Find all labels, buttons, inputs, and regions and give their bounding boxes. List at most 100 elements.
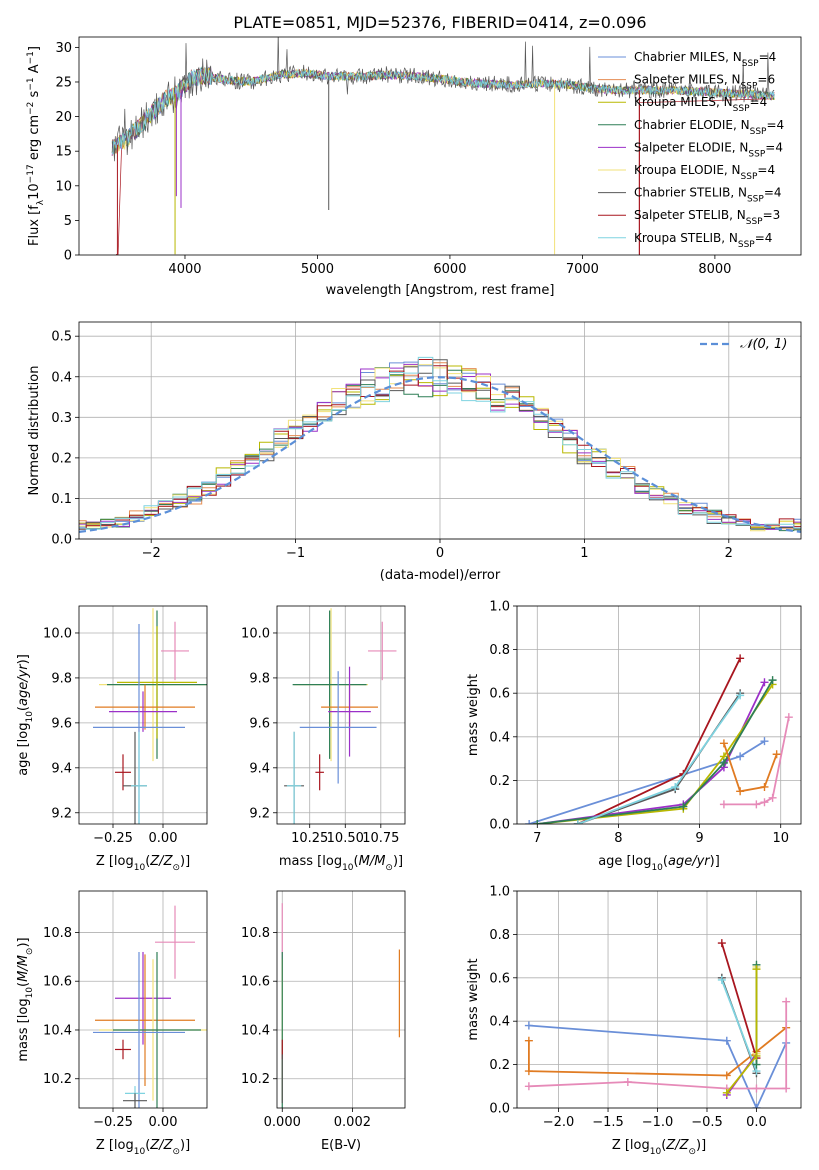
weight_vs_age-marker-chabrier_elodie xyxy=(719,758,728,767)
residual-hist-kroupa_elodie xyxy=(79,364,801,532)
weight_vs_age-marker-chabrier_elodie xyxy=(533,820,542,824)
weight-vs-age-xlabel-part: 10 xyxy=(651,863,663,873)
weight_vs_age-marker-chabrier_elodie xyxy=(768,676,777,685)
legend-label-chabrier_miles-part: SSP xyxy=(742,59,759,69)
weight_vs_age-marker-chabrier_miles xyxy=(760,737,769,746)
age-vs-Z-ylabel-part: age/yr xyxy=(16,663,31,706)
spectrum-ytick-label: 20 xyxy=(55,110,72,125)
spectrum-ylabel-part: −2 xyxy=(26,102,36,115)
weight_vs_Z-marker-chabrier_miles xyxy=(722,1036,731,1045)
weight_vs_age-marker-chabrier_elodie xyxy=(679,802,688,811)
legend-label-chabrier_elodie-part: =4 xyxy=(766,118,784,132)
mass_vs_ebv-ytick-label: 10.4 xyxy=(241,1023,270,1038)
residuals-ytick-label: 0.4 xyxy=(51,370,72,385)
age-vs-mass-xlabel-part: ( xyxy=(354,854,359,869)
weight_vs_Z-xtick-label: −1.5 xyxy=(592,1115,624,1130)
legend-label-kroupa_stelib-part: SSP xyxy=(738,240,755,250)
legend-label-salpeter_miles-part: Salpeter MILES, N xyxy=(634,73,741,87)
age-vs-Z-ylabel: age [log10(age/yr)] xyxy=(16,654,35,776)
age_vs_mass-plot-area xyxy=(284,608,397,824)
weight-vs-age-xlabel-part: age/yr xyxy=(668,854,711,869)
mass-vs-Z-xlabel-part: ( xyxy=(145,1138,150,1153)
weight_vs_Z-marker-kroupa_miles xyxy=(722,1088,731,1097)
age_vs_mass-xtick-label: 10.25 xyxy=(291,831,328,846)
age_vs_Z-ytick-label: 9.2 xyxy=(51,806,72,821)
spectrum-ytick-label: 0 xyxy=(64,249,72,264)
legend-label-salpeter_elodie: Salpeter ELODIE, NSSP=4 xyxy=(634,140,783,159)
legend-label-kroupa_elodie-part: Kroupa ELODIE, N xyxy=(634,163,741,177)
legend-label-salpeter_miles-part: SSP xyxy=(741,82,758,92)
weight-vs-Z-xlabel-part: ( xyxy=(661,1138,666,1153)
weight_vs_age-ytick-label: 1.0 xyxy=(489,600,510,615)
legend-label-salpeter_miles: Salpeter MILES, NSSP=6 xyxy=(634,73,775,92)
age-vs-Z-xlabel-part: )] xyxy=(180,854,190,869)
legend-label-chabrier_miles: Chabrier MILES, NSSP=4 xyxy=(634,50,776,69)
weight_vs_Z-series-kroupa_stelib xyxy=(720,979,758,1072)
legend-label-chabrier_stelib-part: Chabrier STELIB, N xyxy=(634,186,747,200)
spectrum-ylabel-part: ] xyxy=(27,46,42,51)
legend-label-salpeter_miles-part: =6 xyxy=(757,73,775,87)
weight_vs_Z-marker-salpeter_stelib xyxy=(717,939,726,948)
spectrum-ytick-label: 30 xyxy=(55,41,72,56)
spectrum-xtick-label: 5000 xyxy=(301,262,334,277)
spectrum-ylabel-part: s xyxy=(27,90,42,101)
age_vs_Z-ytick-label: 10.0 xyxy=(43,626,72,641)
legend-label-chabrier_stelib-part: SSP xyxy=(747,195,764,205)
weight_vs_Z-ytick-label: 0.2 xyxy=(489,1058,510,1073)
mass-vs-Z-ylabel-part: ⊙ xyxy=(25,948,35,956)
residuals-xtick-label: 2 xyxy=(725,546,733,561)
weight_vs_age-xtick-label: 8 xyxy=(614,831,622,846)
weight_vs_Z-xtick-label: −1.0 xyxy=(642,1115,674,1130)
mass-vs-Z-ylabel-part: M/M xyxy=(16,955,31,982)
weight_vs_age-xtick-label: 9 xyxy=(695,831,703,846)
spectrum-ylabel-part: Flux [f xyxy=(27,205,42,246)
weight_vs_age-series-chabrier_stelib xyxy=(577,692,741,824)
weight-vs-age-xlabel-part: ( xyxy=(663,854,668,869)
residuals-ytick-label: 0.3 xyxy=(51,411,72,426)
weight_vs_Z-ylabel: mass weight xyxy=(466,958,481,1040)
age-vs-mass-xlabel-part: )] xyxy=(393,854,403,869)
mass_vs_Z-ytick-label: 10.2 xyxy=(43,1072,72,1087)
weight_vs_age-series-orange xyxy=(723,743,778,793)
legend-label-normal: 𝒩(0, 1) xyxy=(740,337,787,352)
spectrum-ylabel: Flux [fλ10−17 erg cm−2 s−1 A−1] xyxy=(26,46,46,246)
weight_vs_Z-panel: −2.0 −1.5 −1.0 −0.5 0.0 0.0 0.2 0.4 0.6 0.8 1.0 mas… xyxy=(466,885,802,1157)
legend-label-chabrier_elodie: Chabrier ELODIE, NSSP=4 xyxy=(634,118,784,137)
weight_vs_Z-series-salpeter_stelib xyxy=(720,942,758,1059)
weight_vs_Z-ytick-label: 0.8 xyxy=(489,928,510,943)
weight_vs_age-marker-kroupa_stelib xyxy=(671,782,680,791)
weight-vs-Z-xlabel-part: 10 xyxy=(650,1147,662,1157)
legend-label-salpeter_stelib: Salpeter STELIB, NSSP=3 xyxy=(634,208,780,227)
weight_vs_age-plot-area xyxy=(525,654,793,824)
legend-label-salpeter_stelib-part: SSP xyxy=(746,217,763,227)
weight_vs_age-marker-chabrier_miles xyxy=(736,752,745,761)
weight_vs_Z-marker-chabrier_miles xyxy=(752,1104,761,1108)
weight_vs_age-panel: 7 8 9 10 0.0 0.2 0.4 0.6 0.8 1.0 mass weight age [l… xyxy=(466,600,802,873)
weight_vs_age-ytick-label: 0.8 xyxy=(489,643,510,658)
spectrum-ylabel-part: λ xyxy=(36,199,46,205)
weight_vs_age-series-pink xyxy=(723,717,790,806)
weight_vs_Z-series-pink xyxy=(528,1001,788,1090)
weight_vs_age-series-kroupa_stelib xyxy=(577,694,741,824)
weight_vs_age-marker-orange xyxy=(760,782,769,791)
weight_vs_age-series-salpeter_stelib xyxy=(577,657,741,824)
weight_vs_Z-marker-kroupa_miles xyxy=(752,965,761,974)
residuals-ytick-label: 0.2 xyxy=(51,451,72,466)
age_vs_Z-panel: −0.25 0.009.29.49.69.810.0Z [log10(Z/Z⊙)]… xyxy=(16,605,208,873)
mass-vs-Z-ylabel-part: )] xyxy=(16,937,31,947)
age_vs_mass-frame xyxy=(276,605,406,825)
age_vs_Z-xtick-label: 0.00 xyxy=(149,831,178,846)
legend-label-kroupa_stelib-part: =4 xyxy=(755,231,773,245)
mass-vs-Z-ylabel: mass [log10(M/M⊙)] xyxy=(16,937,35,1061)
weight-vs-age-xlabel-part: )] xyxy=(710,854,720,869)
weight_vs_Z-marker-pink xyxy=(782,997,791,1006)
residuals-xtick-label: 0 xyxy=(436,546,444,561)
age-vs-Z-xlabel-part: ⊙ xyxy=(172,863,180,873)
mass_vs_Z-ytick-label: 10.8 xyxy=(43,926,72,941)
age-vs-Z-ylabel-part: age [log xyxy=(16,723,31,776)
weight-vs-Z-xlabel-part: )] xyxy=(696,1138,706,1153)
spectrum-xlabel: wavelength [Angstrom, rest frame] xyxy=(326,283,555,298)
weight_vs_Z-marker-orange xyxy=(524,1036,533,1045)
mass_vs_Z-xtick-label: 0.00 xyxy=(149,1115,178,1130)
